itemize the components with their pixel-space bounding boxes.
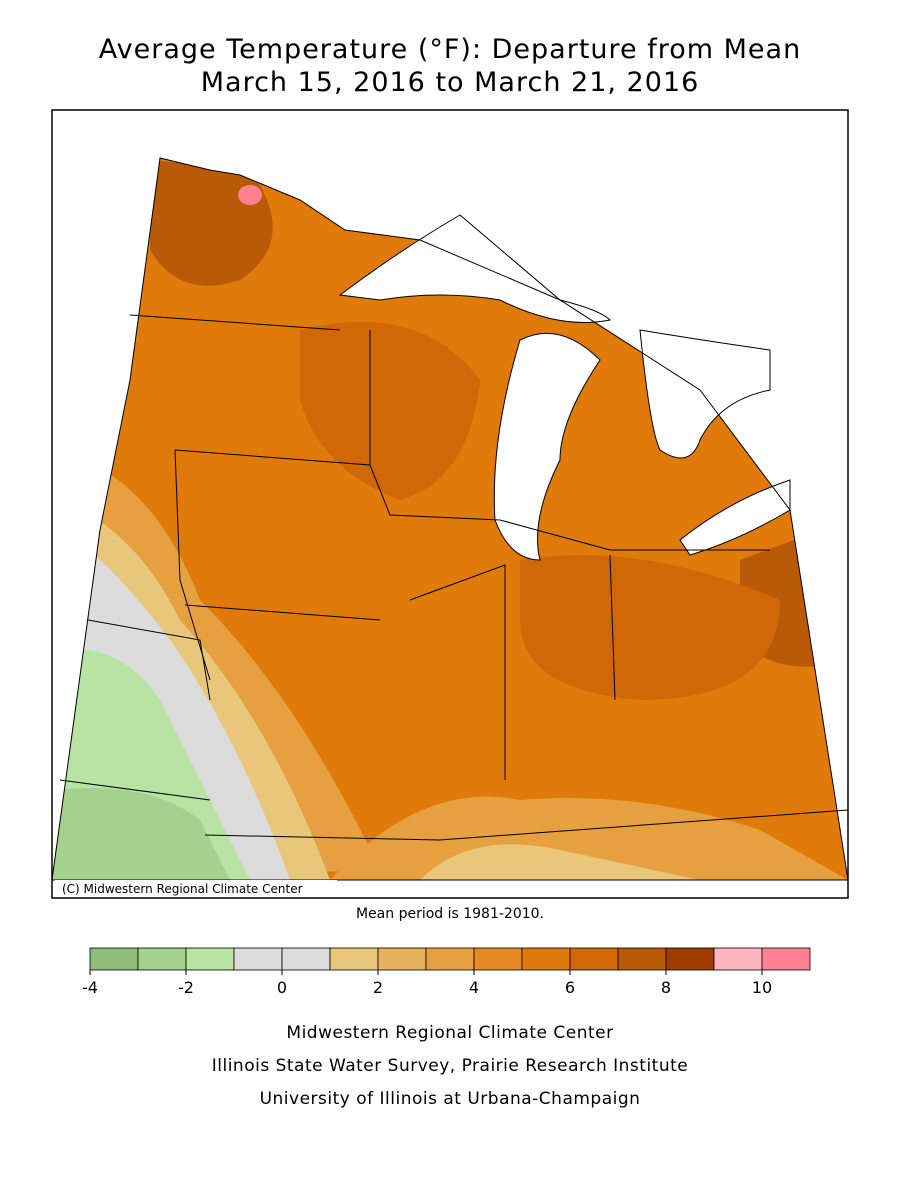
- legend-tick-label: -2: [178, 978, 194, 997]
- map-frame: [51, 109, 849, 899]
- legend-swatch: [89, 947, 139, 971]
- footer-line: University of Illinois at Urbana-Champai…: [260, 1089, 641, 1109]
- copyright-box: [55, 880, 337, 897]
- legend: -4 -2 0 2 4 6 8 10: [82, 947, 811, 997]
- legend-swatch: [473, 947, 523, 971]
- legend-swatch: [713, 947, 763, 971]
- legend-swatch: [665, 947, 715, 971]
- legend-tick-label: 8: [661, 978, 671, 997]
- legend-tick-label: 6: [565, 978, 575, 997]
- mean-period-note: Mean period is 1981-2010.: [356, 906, 544, 922]
- title: Average Temperature (°F): Departure from…: [99, 34, 801, 65]
- lake-superior: [338, 214, 612, 323]
- legend-tick-label: -4: [82, 978, 98, 997]
- legend-swatch: [281, 947, 331, 971]
- legend-swatch: [377, 947, 427, 971]
- legend-tick-label: 2: [373, 978, 383, 997]
- legend-swatch: [233, 947, 283, 971]
- footer-line: Midwestern Regional Climate Center: [286, 1023, 613, 1043]
- state-borders: [59, 314, 849, 841]
- legend-swatch: [521, 947, 571, 971]
- legend-swatch: [569, 947, 619, 971]
- legend-swatch: [761, 947, 811, 971]
- legend-swatch: [137, 947, 187, 971]
- legend-tick-label: 10: [752, 978, 772, 997]
- legend-tick-label: 4: [469, 978, 479, 997]
- lake-michigan: [493, 332, 601, 561]
- map: (C) Midwestern Regional Climate Center: [51, 109, 849, 899]
- legend-tick-label: 0: [277, 978, 287, 997]
- legend-swatch: [617, 947, 667, 971]
- subtitle: March 15, 2016 to March 21, 2016: [201, 67, 700, 98]
- lake-erie: [679, 479, 791, 556]
- map-outline: [51, 157, 849, 881]
- legend-swatch: [329, 947, 379, 971]
- legend-swatch: [185, 947, 235, 971]
- copyright: (C) Midwestern Regional Climate Center: [62, 882, 303, 896]
- lake-huron: [639, 329, 771, 459]
- footer-line: Illinois State Water Survey, Prairie Res…: [212, 1056, 688, 1076]
- legend-swatch: [425, 947, 475, 971]
